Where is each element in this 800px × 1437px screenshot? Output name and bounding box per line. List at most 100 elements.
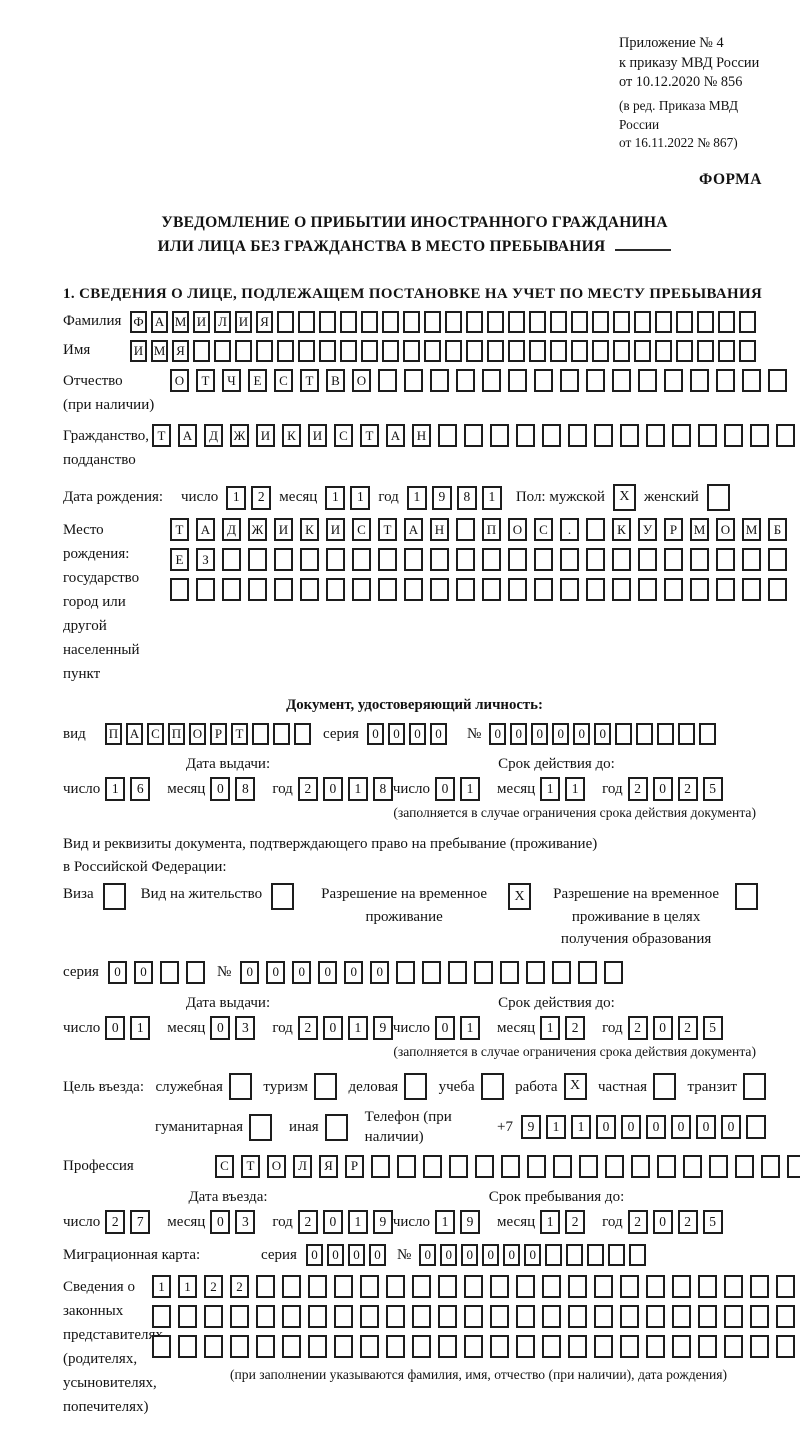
form-cell[interactable] <box>378 548 397 571</box>
form-cell[interactable]: Д <box>222 518 241 541</box>
temp-residence-education-checkbox[interactable] <box>735 883 759 911</box>
form-cell[interactable]: 2 <box>565 1015 586 1040</box>
form-cell[interactable] <box>672 1304 691 1328</box>
form-cell[interactable]: 0 <box>552 722 570 745</box>
form-cell[interactable]: 3 <box>235 1209 256 1234</box>
form-cell[interactable]: Ф <box>130 311 147 333</box>
form-cell[interactable] <box>534 548 553 571</box>
form-cell[interactable]: Т <box>378 518 397 541</box>
form-cell[interactable] <box>482 369 501 392</box>
form-cell[interactable] <box>464 1334 483 1358</box>
residence-permit-checkbox[interactable] <box>271 883 295 911</box>
form-cell[interactable]: С <box>534 518 553 541</box>
form-cell[interactable] <box>592 340 609 362</box>
form-cell[interactable]: . <box>560 518 579 541</box>
form-cell[interactable] <box>776 1304 795 1328</box>
form-cell[interactable] <box>718 311 735 333</box>
form-cell[interactable] <box>424 340 441 362</box>
form-cell[interactable]: Р <box>345 1154 364 1178</box>
form-cell[interactable] <box>508 548 527 571</box>
form-cell[interactable]: 0 <box>652 1015 673 1040</box>
form-cell[interactable]: 1 <box>435 1209 456 1234</box>
form-cell[interactable] <box>274 548 293 571</box>
form-cell[interactable] <box>508 578 527 601</box>
form-cell[interactable] <box>672 424 691 447</box>
form-cell[interactable] <box>553 1154 572 1178</box>
form-cell[interactable] <box>529 311 546 333</box>
form-cell[interactable]: 2 <box>297 1209 318 1234</box>
form-cell[interactable] <box>396 960 416 984</box>
form-cell[interactable] <box>592 311 609 333</box>
form-cell[interactable]: Л <box>214 311 231 333</box>
form-cell[interactable]: К <box>282 424 301 447</box>
form-cell[interactable] <box>776 424 795 447</box>
form-cell[interactable] <box>277 311 294 333</box>
form-cell[interactable] <box>579 1154 598 1178</box>
form-cell[interactable] <box>724 1304 743 1328</box>
form-cell[interactable]: 1 <box>460 777 481 802</box>
form-cell[interactable] <box>222 578 241 601</box>
form-cell[interactable]: 2 <box>677 1015 698 1040</box>
form-cell[interactable]: 2 <box>204 1274 223 1298</box>
form-cell[interactable]: Н <box>412 424 431 447</box>
form-cell[interactable] <box>334 1334 353 1358</box>
form-cell[interactable]: 0 <box>671 1115 691 1140</box>
form-cell[interactable]: Т <box>231 722 248 745</box>
form-cell[interactable] <box>230 1334 249 1358</box>
form-cell[interactable] <box>352 578 371 601</box>
form-cell[interactable] <box>456 548 475 571</box>
form-cell[interactable] <box>214 340 231 362</box>
form-cell[interactable]: О <box>189 722 206 745</box>
form-cell[interactable]: И <box>193 311 210 333</box>
form-cell[interactable]: 0 <box>482 1243 500 1266</box>
form-cell[interactable] <box>697 311 714 333</box>
form-cell[interactable] <box>568 1304 587 1328</box>
form-cell[interactable] <box>587 1243 605 1266</box>
form-cell[interactable] <box>586 518 605 541</box>
form-cell[interactable]: Е <box>248 369 267 392</box>
form-cell[interactable]: 1 <box>540 777 561 802</box>
form-cell[interactable] <box>534 369 553 392</box>
form-cell[interactable] <box>613 340 630 362</box>
form-cell[interactable] <box>404 548 423 571</box>
form-cell[interactable] <box>620 424 639 447</box>
form-cell[interactable] <box>594 1334 613 1358</box>
purpose-study-checkbox[interactable] <box>480 1073 504 1101</box>
form-cell[interactable] <box>438 1274 457 1298</box>
form-cell[interactable]: 1 <box>347 777 368 802</box>
form-cell[interactable]: О <box>170 369 189 392</box>
form-cell[interactable] <box>308 1304 327 1328</box>
form-cell[interactable] <box>445 311 462 333</box>
form-cell[interactable] <box>361 340 378 362</box>
form-cell[interactable] <box>560 369 579 392</box>
form-cell[interactable] <box>438 1304 457 1328</box>
form-cell[interactable]: 2 <box>627 1209 648 1234</box>
form-cell[interactable] <box>152 1304 171 1328</box>
form-cell[interactable]: 7 <box>130 1209 151 1234</box>
form-cell[interactable]: А <box>126 722 143 745</box>
form-cell[interactable]: 0 <box>594 722 612 745</box>
form-cell[interactable]: Е <box>170 548 189 571</box>
form-cell[interactable]: М <box>742 518 761 541</box>
form-cell[interactable] <box>248 548 267 571</box>
form-cell[interactable] <box>534 578 553 601</box>
form-cell[interactable] <box>466 340 483 362</box>
form-cell[interactable] <box>430 369 449 392</box>
form-cell[interactable]: 2 <box>627 1015 648 1040</box>
form-cell[interactable]: 3 <box>235 1015 256 1040</box>
form-cell[interactable]: Ж <box>230 424 249 447</box>
form-cell[interactable] <box>594 424 613 447</box>
form-cell[interactable]: 0 <box>347 1243 365 1266</box>
form-cell[interactable] <box>500 960 520 984</box>
form-cell[interactable] <box>699 722 717 745</box>
form-cell[interactable] <box>352 548 371 571</box>
form-cell[interactable]: 2 <box>230 1274 249 1298</box>
form-cell[interactable]: 9 <box>372 1209 393 1234</box>
form-cell[interactable] <box>412 1304 431 1328</box>
form-cell[interactable] <box>542 1334 561 1358</box>
form-cell[interactable] <box>578 960 598 984</box>
form-cell[interactable] <box>449 1154 468 1178</box>
form-cell[interactable] <box>776 1334 795 1358</box>
form-cell[interactable] <box>178 1304 197 1328</box>
form-cell[interactable] <box>750 1274 769 1298</box>
